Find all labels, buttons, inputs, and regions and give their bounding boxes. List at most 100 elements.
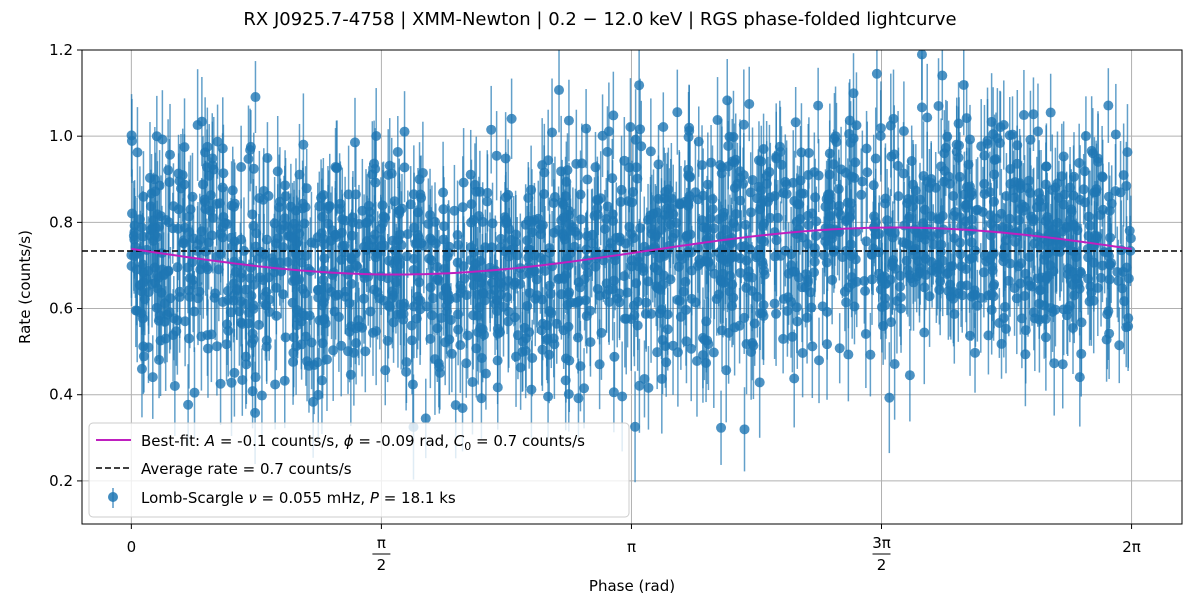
point-marker [539, 188, 550, 199]
point-marker [734, 320, 745, 331]
data-point [136, 320, 147, 418]
data-point [299, 261, 310, 370]
data-point [936, 118, 947, 215]
data-point [1097, 139, 1108, 215]
data-point [174, 143, 185, 218]
point-marker [248, 220, 259, 231]
point-marker [495, 327, 506, 338]
data-point [956, 244, 967, 327]
point-marker [988, 129, 999, 140]
data-point [229, 329, 240, 417]
point-marker [819, 250, 830, 261]
data-point [982, 99, 993, 189]
point-marker [920, 269, 931, 280]
point-marker [189, 387, 200, 398]
point-marker [615, 196, 626, 207]
point-marker [440, 337, 451, 348]
data-point [609, 322, 620, 392]
point-marker [1119, 296, 1130, 307]
point-marker [581, 123, 592, 134]
point-marker [1025, 134, 1036, 145]
point-marker [165, 149, 176, 160]
data-point [152, 161, 163, 268]
point-marker [1104, 328, 1115, 339]
point-marker [922, 112, 933, 123]
point-marker [386, 168, 397, 179]
point-marker [416, 238, 427, 249]
data-point [802, 205, 813, 283]
point-marker [445, 315, 456, 326]
point-marker [979, 178, 990, 189]
data-point [891, 248, 902, 354]
point-marker [722, 95, 733, 106]
point-marker [672, 347, 683, 358]
point-marker [551, 318, 562, 329]
data-point [919, 280, 930, 385]
point-marker [880, 293, 891, 304]
point-marker [809, 267, 820, 278]
point-marker [1118, 170, 1129, 181]
data-point [880, 262, 891, 334]
data-point [721, 317, 732, 423]
point-marker [298, 139, 309, 150]
point-marker [183, 399, 194, 410]
point-marker [608, 110, 619, 121]
data-point [1049, 310, 1060, 416]
data-point [1118, 123, 1129, 227]
point-marker [870, 153, 881, 164]
data-point [711, 262, 722, 336]
point-marker [547, 127, 558, 138]
point-marker [948, 210, 959, 221]
point-marker [1058, 151, 1069, 162]
point-marker [282, 256, 293, 267]
point-marker [212, 136, 223, 147]
data-point [734, 287, 745, 364]
point-marker [217, 182, 228, 193]
point-marker [1074, 372, 1085, 383]
point-marker [360, 346, 371, 357]
point-marker [738, 119, 749, 130]
data-point [401, 333, 412, 411]
point-marker [302, 356, 313, 367]
point-marker [217, 232, 228, 243]
point-marker [262, 152, 273, 163]
point-marker [1036, 193, 1047, 204]
point-marker [204, 170, 215, 181]
point-marker [515, 278, 526, 289]
point-marker [349, 137, 360, 148]
data-point [632, 280, 643, 371]
point-marker [739, 424, 750, 435]
data-point [884, 342, 895, 454]
data-point [597, 94, 608, 178]
point-marker [365, 306, 376, 317]
point-marker [889, 359, 900, 370]
point-marker [434, 367, 445, 378]
data-point [180, 276, 191, 367]
point-marker [619, 155, 630, 166]
point-marker [152, 209, 163, 220]
data-point [943, 120, 954, 233]
point-marker [179, 142, 190, 153]
point-marker [382, 335, 393, 346]
data-point [790, 87, 801, 158]
point-marker [317, 338, 328, 349]
data-point [280, 290, 291, 385]
point-marker [594, 359, 605, 370]
data-point [917, 182, 928, 286]
data-point [446, 315, 457, 393]
point-marker [308, 396, 319, 407]
point-marker [657, 335, 668, 346]
data-point [196, 282, 207, 391]
data-point [174, 245, 185, 338]
point-marker [893, 191, 904, 202]
data-point [551, 283, 562, 364]
data-point [780, 134, 791, 230]
point-marker [457, 202, 468, 213]
data-point [132, 107, 143, 198]
point-marker [861, 236, 872, 247]
data-point [229, 159, 240, 255]
point-marker [772, 212, 783, 223]
data-point [573, 246, 584, 318]
point-marker [661, 357, 672, 368]
data-point [844, 176, 855, 247]
